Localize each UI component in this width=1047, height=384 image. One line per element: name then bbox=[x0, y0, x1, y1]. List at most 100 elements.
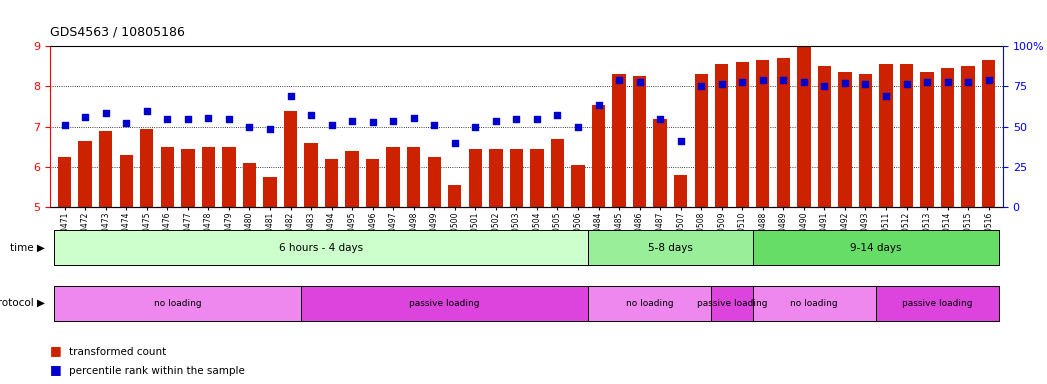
Point bbox=[960, 78, 977, 84]
Text: passive loading: passive loading bbox=[903, 299, 973, 308]
Point bbox=[755, 77, 772, 83]
Bar bbox=[305, 143, 317, 207]
Point bbox=[76, 114, 93, 120]
Bar bbox=[961, 66, 975, 207]
Bar bbox=[875, 286, 999, 321]
Point bbox=[898, 81, 915, 88]
Bar bbox=[489, 149, 503, 207]
Point bbox=[179, 116, 196, 122]
Bar bbox=[777, 58, 790, 207]
Point bbox=[857, 81, 874, 88]
Text: no loading: no loading bbox=[626, 299, 673, 308]
Point bbox=[241, 124, 258, 130]
Point bbox=[591, 101, 607, 108]
Bar bbox=[612, 74, 626, 207]
Bar bbox=[386, 147, 400, 207]
Bar bbox=[818, 66, 831, 207]
Bar bbox=[202, 147, 215, 207]
Text: ■: ■ bbox=[50, 363, 62, 376]
Point bbox=[282, 93, 298, 99]
Bar bbox=[99, 131, 112, 207]
Bar bbox=[839, 72, 851, 207]
Text: 5-8 days: 5-8 days bbox=[648, 243, 693, 253]
Point bbox=[467, 124, 484, 130]
Bar bbox=[469, 149, 482, 207]
Point bbox=[631, 78, 648, 84]
Bar bbox=[632, 76, 646, 207]
Point bbox=[549, 111, 565, 118]
Point bbox=[385, 118, 402, 124]
Text: 6 hours - 4 days: 6 hours - 4 days bbox=[280, 243, 363, 253]
Point bbox=[97, 109, 114, 116]
Bar bbox=[366, 159, 379, 207]
Bar bbox=[140, 129, 154, 207]
Bar bbox=[284, 111, 297, 207]
Bar bbox=[797, 46, 810, 207]
Bar bbox=[572, 165, 584, 207]
Point bbox=[488, 118, 505, 124]
Bar bbox=[448, 185, 462, 207]
Bar bbox=[79, 141, 92, 207]
Text: passive loading: passive loading bbox=[409, 299, 480, 308]
Point bbox=[138, 108, 155, 114]
Bar bbox=[54, 230, 588, 265]
Point bbox=[159, 116, 176, 122]
Text: passive loading: passive loading bbox=[696, 299, 767, 308]
Text: no loading: no loading bbox=[154, 299, 201, 308]
Point bbox=[980, 77, 997, 83]
Text: 9-14 days: 9-14 days bbox=[850, 243, 901, 253]
Point bbox=[221, 116, 238, 122]
Point bbox=[734, 78, 751, 84]
Bar bbox=[753, 286, 875, 321]
Point bbox=[446, 140, 463, 146]
Point bbox=[939, 79, 956, 86]
Bar bbox=[592, 104, 605, 207]
Point bbox=[405, 115, 422, 121]
Point bbox=[877, 93, 894, 99]
Bar bbox=[243, 163, 257, 207]
Text: transformed count: transformed count bbox=[69, 347, 166, 357]
Point bbox=[303, 113, 319, 119]
Bar bbox=[736, 62, 749, 207]
Bar bbox=[694, 74, 708, 207]
Bar bbox=[222, 147, 236, 207]
Point bbox=[651, 116, 668, 122]
Bar bbox=[674, 175, 687, 207]
Bar bbox=[263, 177, 276, 207]
Text: ■: ■ bbox=[50, 344, 62, 357]
Point bbox=[837, 80, 853, 86]
Bar bbox=[530, 149, 543, 207]
Point bbox=[672, 138, 689, 144]
Point bbox=[262, 126, 279, 132]
Point bbox=[713, 81, 730, 88]
Text: time ▶: time ▶ bbox=[10, 243, 45, 253]
Text: protocol ▶: protocol ▶ bbox=[0, 298, 45, 308]
Point bbox=[693, 83, 710, 89]
Point bbox=[200, 115, 217, 121]
Bar bbox=[54, 286, 300, 321]
Bar bbox=[879, 64, 893, 207]
Bar bbox=[346, 151, 359, 207]
Point bbox=[508, 116, 525, 122]
Bar bbox=[510, 149, 524, 207]
Point bbox=[796, 78, 812, 84]
Bar bbox=[427, 157, 441, 207]
Point bbox=[570, 124, 586, 130]
Bar bbox=[859, 74, 872, 207]
Point bbox=[364, 119, 381, 125]
Bar bbox=[753, 230, 999, 265]
Point bbox=[118, 120, 135, 126]
Bar bbox=[119, 155, 133, 207]
Bar bbox=[899, 64, 913, 207]
Bar bbox=[300, 286, 588, 321]
Bar bbox=[160, 147, 174, 207]
Bar bbox=[588, 286, 712, 321]
Point bbox=[775, 77, 792, 83]
Bar bbox=[715, 64, 729, 207]
Text: GDS4563 / 10805186: GDS4563 / 10805186 bbox=[50, 25, 185, 38]
Bar bbox=[920, 72, 934, 207]
Point bbox=[57, 122, 73, 128]
Bar bbox=[941, 68, 954, 207]
Bar bbox=[712, 286, 753, 321]
Bar bbox=[181, 149, 195, 207]
